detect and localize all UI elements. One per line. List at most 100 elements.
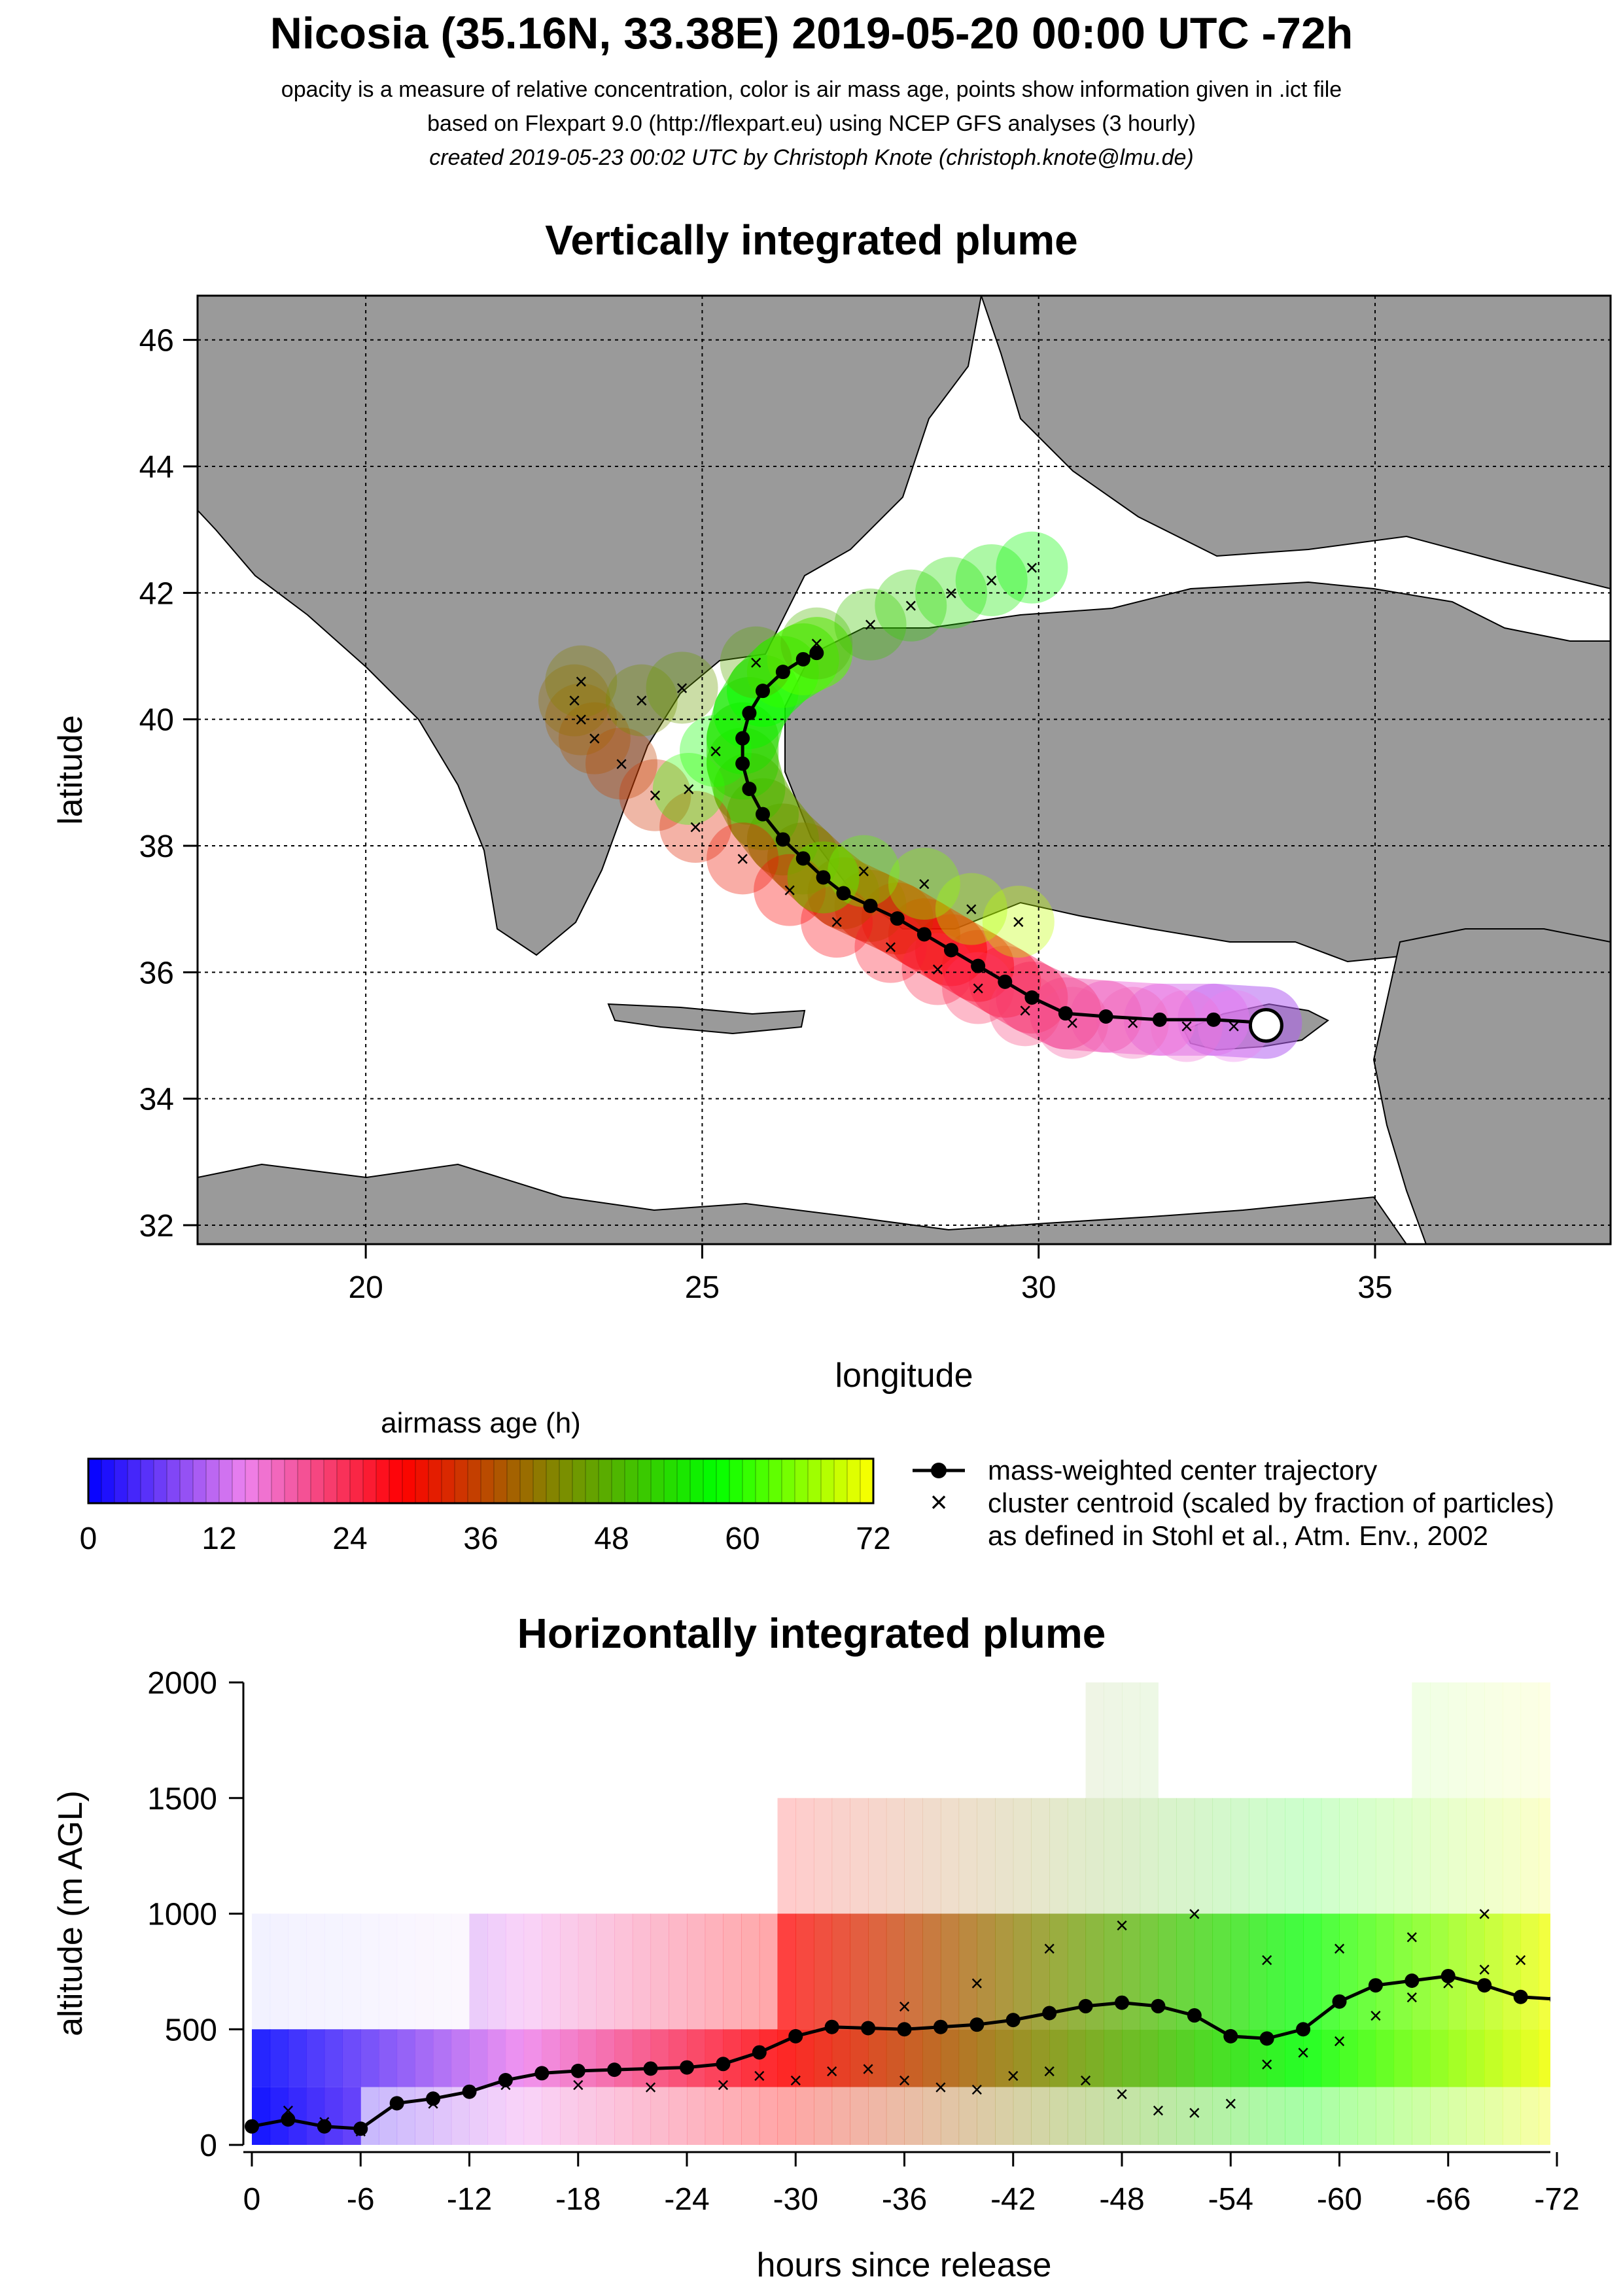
altitude-heat-cell [1104,2029,1123,2087]
altitude-heat-cell [687,2087,706,2145]
altitude-heat-cell [777,2087,796,2145]
altitude-heat-cell [1321,2087,1340,2145]
altitude-heat-cell [886,2029,905,2087]
map-trajectory-point [1058,1006,1073,1021]
altitude-cluster-point: × [1007,2064,1020,2089]
altitude-cluster-point: × [1550,1890,1563,1915]
map-trajectory-point [836,886,851,901]
altitude-heat-cell [1266,1913,1285,2030]
altitude-heat-cell [1303,1798,1322,1914]
plume-patch [801,886,873,958]
altitude-heat-cell [1502,1682,1522,1798]
altitude-heat-cell [995,2087,1014,2145]
subtitle-description: opacity is a measure of relative concent… [281,77,1342,102]
altitude-heat-cell [1466,2029,1485,2087]
altitude-heat-cell [1266,2087,1285,2145]
map-trajectory-point [756,807,770,822]
altitude-heat-cell [795,1913,814,2030]
plume-patch [585,727,657,800]
altitude-heat-cell [252,1913,271,2030]
map-cluster-point: × [709,739,722,764]
plume-patch [854,911,927,983]
altitude-cluster-point: × [898,1994,911,2019]
altitude-heat-cell [1104,1913,1123,2030]
plume-patch [888,848,960,920]
altitude-heat-cell [687,2029,706,2087]
altitude-heat-cell [1194,2029,1213,2087]
altitude-heat-cell [1357,1798,1376,1914]
altitude-heat-cell [723,1913,742,2030]
altitude-heat-cell [1031,2087,1050,2145]
map-y-axis-label: latitude [52,715,90,825]
map-panel-title: Vertically integrated plume [545,217,1078,264]
altitude-trajectory-point [389,2096,404,2111]
colorbar-swatch [703,1459,717,1503]
altitude-heat-cell [360,1913,379,2030]
altitude-cluster-point: × [1043,1937,1056,1962]
altitude-y-tick-label: 500 [165,2013,217,2047]
altitude-y-tick-label: 1000 [147,1898,217,1932]
altitude-trajectory-point [1550,1992,1564,2006]
subtitle-source: based on Flexpart 9.0 (http://flexpart.e… [427,111,1196,136]
altitude-heat-cell [1448,2087,1467,2145]
altitude-heat-cell [1122,2029,1141,2087]
map-cluster-point: × [635,689,648,714]
altitude-heat-cell [487,1913,506,2030]
map-trajectory-point [890,911,905,926]
altitude-heat-cell [1013,1913,1032,2030]
colorbar-swatch [311,1459,324,1503]
colorbar-swatch [193,1459,207,1503]
map-y-tick-label: 46 [139,324,174,358]
altitude-heat-cell [1412,1913,1431,2030]
map-trajectory-point [795,851,811,866]
altitude-heat-cell [813,2029,833,2087]
altitude-trajectory-point [1005,2013,1021,2028]
map-x-tick-label: 30 [1021,1270,1056,1305]
altitude-trajectory-point [534,2066,550,2081]
map-cluster-point: × [904,594,917,619]
altitude-heat-cell [1285,1798,1304,1914]
plume-patch [942,952,1015,1024]
altitude-heat-cell [1448,1798,1467,1914]
altitude-heat-cell [505,2087,525,2145]
altitude-trajectory-point [824,2019,839,2034]
altitude-heat-cell [1357,2029,1376,2087]
altitude-heat-cell [560,1913,579,2030]
altitude-heat-cell [1375,2087,1395,2145]
altitude-heat-cell [831,1913,850,2030]
altitude-cluster-point: × [716,2073,729,2098]
subtitle-created: created 2019-05-23 00:02 UTC by Christop… [429,145,1194,170]
altitude-heat-cell [1176,2087,1195,2145]
altitude-cluster-point: × [1333,2029,1346,2054]
altitude-trajectory-point [570,2063,585,2078]
altitude-panel: ××××××××××××××××××××××××××××××××××××××××… [52,1666,1580,2284]
colorbar-swatch [402,1459,416,1503]
altitude-heat-cell [342,2029,361,2087]
altitude-cluster-point: × [1261,2052,1274,2077]
colorbar-swatch [742,1459,756,1503]
altitude-heat-cell [831,2029,850,2087]
colorbar-swatch [638,1459,652,1503]
altitude-heat-cell [741,1913,760,2030]
altitude-plume-heatmap [252,1682,1550,2145]
altitude-x-tick-label: -12 [447,2182,492,2217]
altitude-heat-cell [1248,1798,1268,1914]
colorbar-swatch [245,1459,259,1503]
plume-patch [538,664,610,737]
altitude-trajectory-point [1223,2028,1238,2044]
plume-patch [955,544,1028,616]
map-x-axis-label: longitude [835,1357,973,1395]
altitude-heat-cell [324,1913,343,2030]
altitude-heat-cell [1412,1682,1431,1798]
altitude-heat-cell [940,2087,960,2145]
altitude-trajectory-point [1440,1968,1456,1983]
altitude-heat-cell [1176,1798,1195,1914]
altitude-cluster-point: × [934,2076,947,2100]
altitude-heat-cell [1194,2087,1213,2145]
altitude-x-axis: 0 -6 -12 -18 -24 -30 -36 -42 -48 -54 -60 -66 -72 [243,2152,1580,2217]
map-y-tick-label: 38 [139,829,174,864]
colorbar-ticks: 0 12 24 36 48 60 72 [80,1522,891,1556]
altitude-heat-cell [1176,2029,1195,2087]
map-trajectory-point [756,684,770,699]
altitude-heat-cell [1303,1913,1322,2030]
